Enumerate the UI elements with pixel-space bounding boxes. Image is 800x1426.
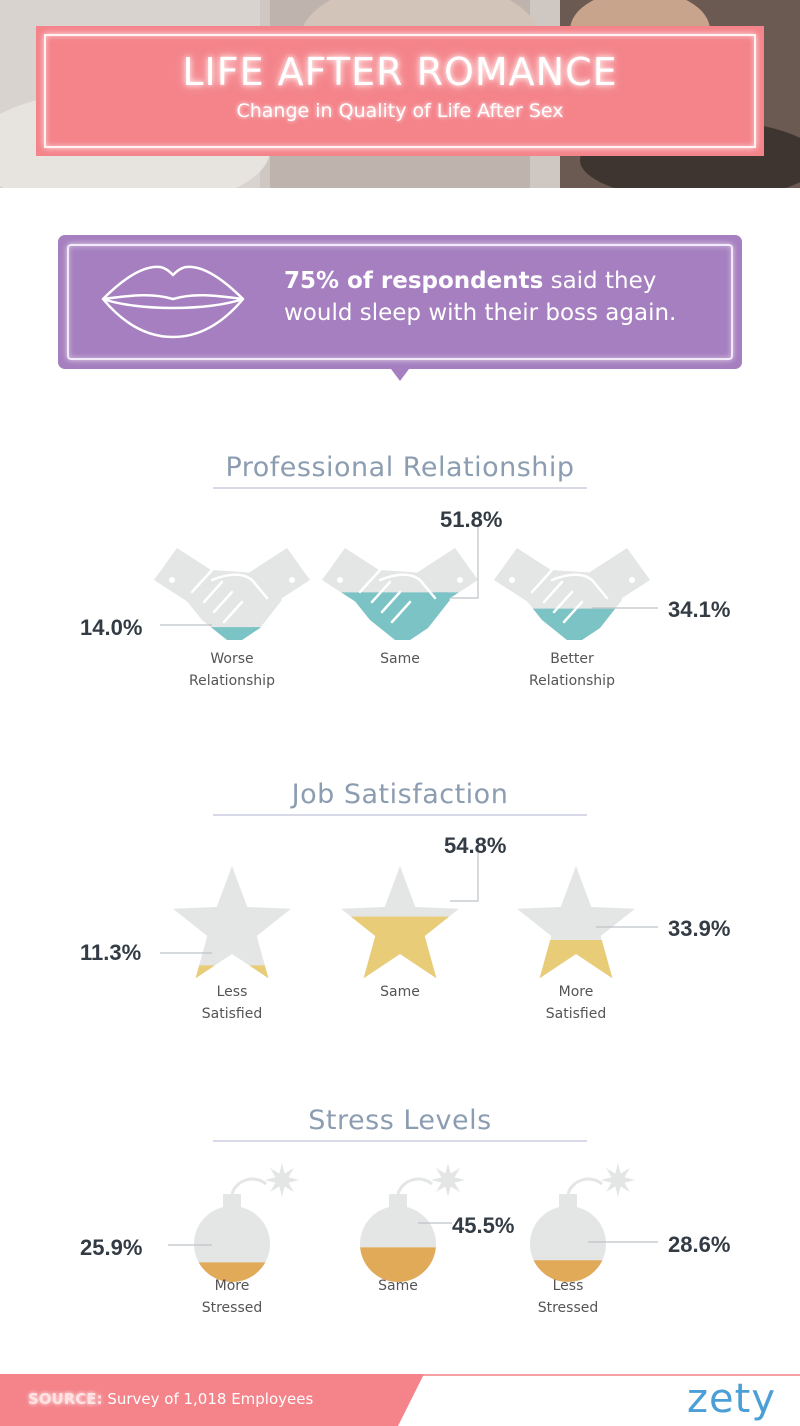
page-subtitle: Change in Quality of Life After Sex: [236, 100, 564, 122]
category-label-3: More: [559, 984, 594, 1000]
handshake-fill-3: [532, 608, 616, 640]
category-label-3: Satisfied: [546, 1006, 606, 1022]
category-label-3: Less: [553, 1278, 584, 1294]
handshake-icon-3: [494, 548, 650, 640]
star-icon-1: [173, 866, 291, 979]
star-icon-2: [341, 866, 459, 979]
source-note: SOURCE: Survey of 1,018 Employees: [28, 1390, 313, 1408]
section-rule-professional: [213, 487, 587, 489]
callout-neon-border: [67, 244, 733, 360]
callout-tail: [388, 365, 412, 381]
lips-icon: [101, 265, 245, 339]
handshake-fill-1: [210, 627, 261, 640]
handshake-icon-2: [322, 548, 478, 640]
leader-line-2: [450, 524, 479, 599]
category-label-3: Better: [550, 651, 594, 667]
category-label-3: Relationship: [529, 673, 615, 689]
star-fill-3: [539, 940, 613, 979]
value-label-2: 51.8%: [440, 507, 502, 532]
category-label-1: Satisfied: [202, 1006, 262, 1022]
callout-rest: said they would sleep with their boss ag…: [284, 268, 677, 326]
leader-line-2: [450, 852, 479, 902]
handshake-fill-2: [341, 592, 459, 640]
source-text: Survey of 1,018 Employees: [102, 1390, 314, 1408]
source-band: [0, 1374, 424, 1426]
bomb-fill-2: [360, 1247, 436, 1282]
bomb-icon-1: [194, 1163, 299, 1282]
category-label-1: Relationship: [189, 673, 275, 689]
bomb-fill-1: [198, 1262, 266, 1282]
value-label-2: 54.8%: [444, 833, 506, 858]
banner-neon-border: [44, 34, 756, 148]
section-rule-job: [213, 814, 587, 816]
category-label-2: Same: [380, 651, 420, 667]
chart-professional-relationship: 14.0% Worse Relationship 51.8% Same 34.1% Bett…: [80, 507, 730, 689]
value-label-2: 45.5%: [452, 1213, 514, 1238]
callout-box: 75% of respondents said they would sleep…: [58, 235, 742, 381]
bomb-icon-3: [530, 1163, 635, 1282]
source-key: SOURCE:: [28, 1390, 103, 1408]
category-label-1: Worse: [210, 651, 253, 667]
value-label-1: 14.0%: [80, 615, 142, 640]
chart-stress-levels: 25.9% More Stressed 45.5% Same 28.6% Less Stres…: [80, 1163, 730, 1316]
section-title-job: Job Satisfaction: [291, 779, 509, 810]
bomb-icon-2: [360, 1163, 465, 1282]
category-label-1: Stressed: [202, 1300, 263, 1316]
callout-bold: 75% of respondents: [284, 268, 544, 294]
category-label-3: Stressed: [538, 1300, 599, 1316]
star-fill-2: [350, 916, 450, 979]
value-label-1: 25.9%: [80, 1235, 142, 1260]
bomb-fill-3: [533, 1260, 603, 1282]
category-label-1: Less: [217, 984, 248, 1000]
star-icon-3: [517, 866, 635, 979]
handshake-icon-1: [154, 548, 310, 640]
value-label-3: 28.6%: [668, 1232, 730, 1257]
category-label-1: More: [215, 1278, 250, 1294]
chart-job-satisfaction: 11.3% Less Satisfied 54.8% Same 33.9% More Sati…: [80, 833, 730, 1022]
section-title-stress: Stress Levels: [308, 1105, 492, 1136]
callout-text: 75% of respondents said they would sleep…: [284, 265, 724, 329]
value-label-1: 11.3%: [80, 940, 141, 965]
section-title-professional: Professional Relationship: [225, 452, 575, 483]
title-banner: LIFE AFTER ROMANCE Change in Quality of …: [36, 26, 764, 156]
page-title: LIFE AFTER ROMANCE: [182, 50, 618, 94]
section-rule-stress: [213, 1140, 587, 1142]
category-label-2: Same: [378, 1278, 418, 1294]
star-fill-1: [195, 965, 269, 979]
value-label-3: 34.1%: [668, 597, 730, 622]
category-label-2: Same: [380, 984, 420, 1000]
zety-logo: zety: [687, 1376, 776, 1422]
value-label-3: 33.9%: [668, 916, 730, 941]
